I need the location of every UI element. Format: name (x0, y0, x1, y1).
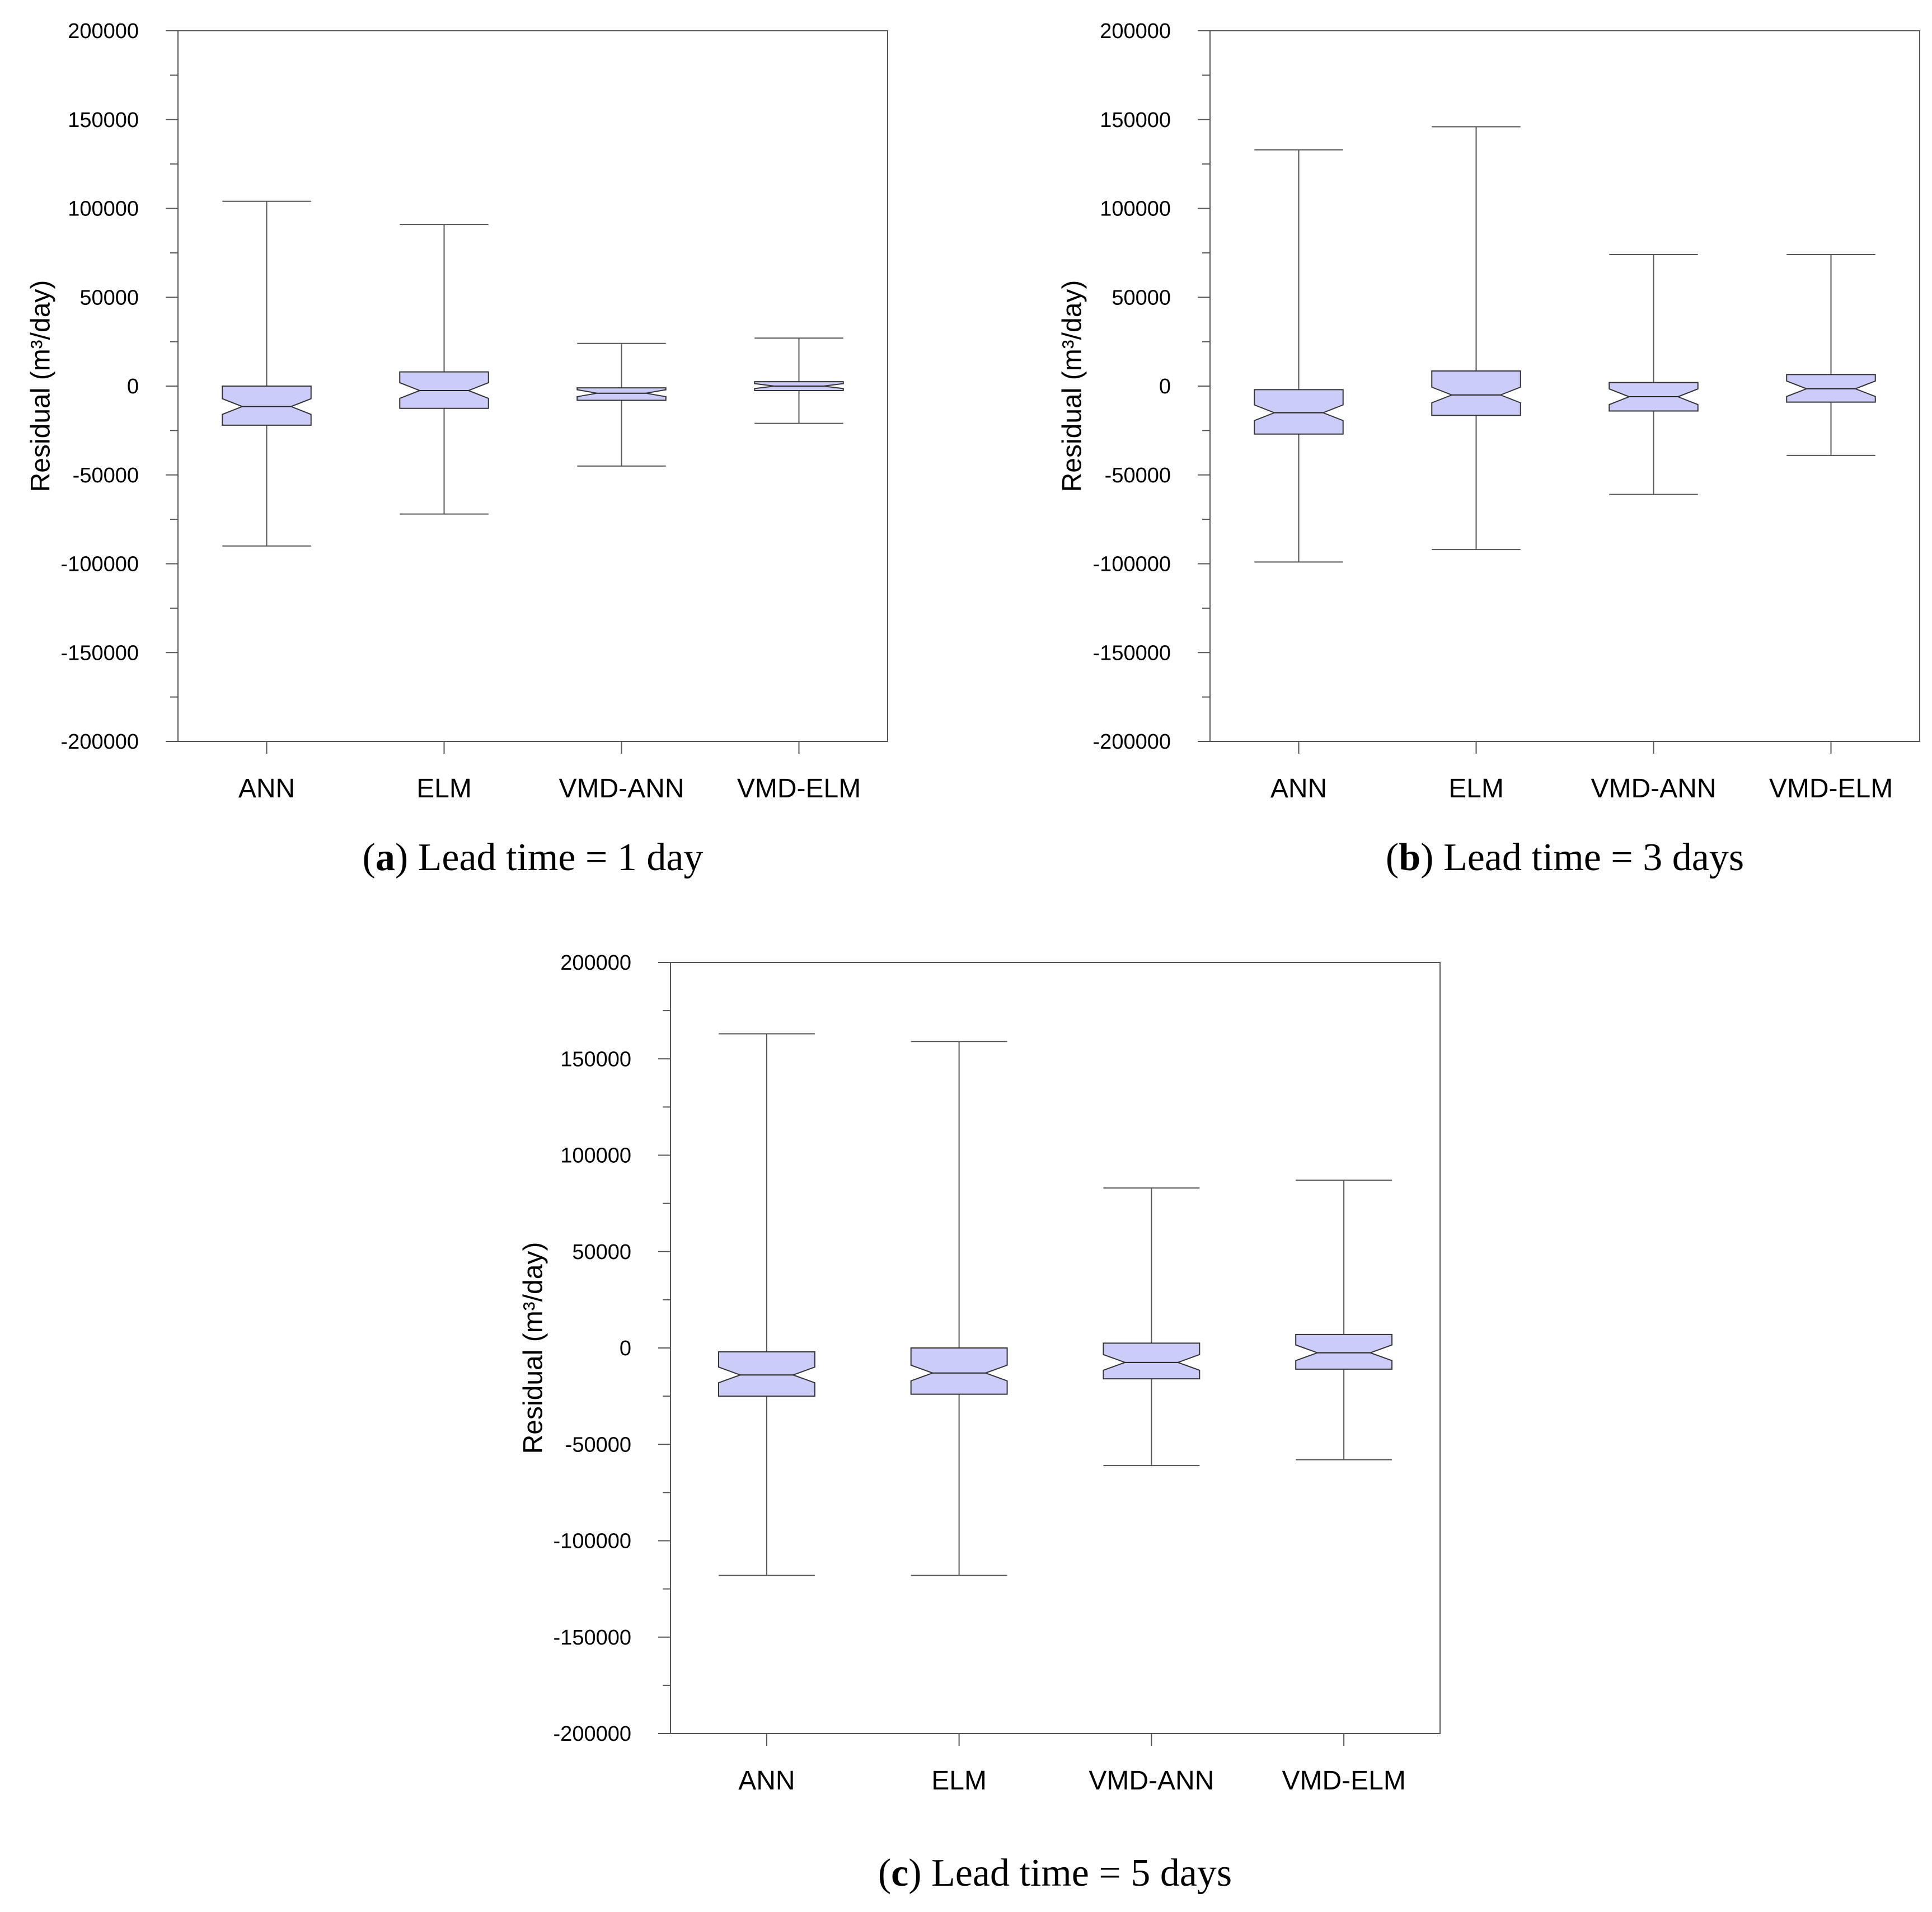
caption-paren-open: ( (878, 1852, 891, 1895)
box-iqr (718, 1351, 815, 1397)
y-tick-label: -100000 (61, 553, 139, 576)
x-category-label: ANN (738, 1766, 795, 1796)
box-iqr (1431, 370, 1521, 416)
box-iqr (1103, 1342, 1201, 1380)
boxplot-elm (399, 224, 489, 515)
boxplot-vmd-elm (1295, 1180, 1393, 1460)
y-tick-label: 0 (1159, 375, 1171, 398)
y-axis-label: Residual (m³/day) (519, 1242, 548, 1454)
box-iqr (576, 387, 667, 401)
y-tick-label: -50000 (1105, 464, 1171, 487)
y-tick-label: 50000 (79, 286, 139, 309)
y-tick-label: 0 (127, 375, 139, 398)
y-tick-label: 100000 (560, 1144, 631, 1168)
boxplot-elm (910, 1041, 1008, 1576)
box-iqr (1254, 389, 1344, 435)
x-category-label: VMD-ANN (559, 774, 684, 804)
caption-text: ) Lead time = 1 day (395, 836, 704, 879)
chart-panel-b: 200000 150000 100000 50000 0 -50000 -100000 -15… (1058, 20, 1920, 879)
x-category-label: ELM (1448, 774, 1504, 804)
boxplot-ann (718, 1033, 815, 1576)
caption-text: ) Lead time = 5 days (908, 1852, 1232, 1895)
boxplot-vmd-ann (1103, 1187, 1201, 1467)
boxplot-vmd-ann (576, 342, 667, 467)
boxplot-vmd-elm (754, 337, 844, 424)
y-tick-label: -50000 (565, 1433, 631, 1457)
x-category-label: VMD-ELM (737, 774, 861, 804)
boxplot-ann (222, 200, 312, 547)
y-tick-label: 150000 (560, 1047, 631, 1071)
x-category-label: VMD-ANN (1591, 774, 1717, 804)
panel-caption: (b) Lead time = 3 days (1386, 836, 1744, 879)
panel-caption: (a) Lead time = 1 day (363, 836, 704, 879)
y-tick-label: 200000 (560, 951, 631, 975)
y-tick-label: -100000 (554, 1530, 631, 1553)
caption-paren-open: ( (363, 836, 376, 879)
x-category-label: ELM (931, 1766, 987, 1796)
box-iqr (910, 1347, 1008, 1395)
x-category-label: ELM (416, 774, 472, 804)
x-category-label: VMD-ANN (1089, 1766, 1214, 1796)
box-iqr (222, 386, 312, 426)
x-category-label: ANN (1270, 774, 1327, 804)
y-tick-label: -200000 (61, 730, 139, 754)
y-tick-label: 0 (620, 1337, 631, 1360)
boxplot-elm (1431, 126, 1521, 551)
caption-letter: c (891, 1852, 908, 1895)
panel-caption: (c) Lead time = 5 days (878, 1852, 1232, 1895)
box-iqr (1295, 1333, 1393, 1370)
y-tick-label: -50000 (73, 464, 139, 487)
chart-panel-a: 200000 150000 100000 50000 0 -50000 -100000 -15… (26, 20, 888, 879)
y-tick-label: 50000 (572, 1241, 631, 1264)
y-tick-label: -150000 (554, 1626, 631, 1650)
caption-letter: a (376, 836, 395, 879)
y-tick-label: 100000 (1100, 198, 1171, 221)
chart-panel-c: 200000 150000 100000 50000 0 -50000 -100000 -15… (519, 951, 1441, 1895)
caption-text: ) Lead time = 3 days (1420, 836, 1744, 879)
y-axis-label: Residual (m³/day) (1058, 280, 1087, 492)
boxplot-ann (1254, 149, 1344, 563)
y-tick-label: 150000 (1100, 109, 1171, 132)
y-axis-label: Residual (m³/day) (26, 280, 56, 492)
y-tick-label: 200000 (1100, 20, 1171, 43)
caption-paren-open: ( (1386, 836, 1399, 879)
y-tick-label: 150000 (68, 109, 139, 132)
boxplot-vmd-elm (1786, 254, 1876, 456)
y-tick-label: -150000 (61, 641, 139, 665)
y-tick-label: -200000 (554, 1722, 631, 1746)
y-tick-label: -150000 (1093, 641, 1171, 665)
y-tick-label: 200000 (68, 20, 139, 43)
y-tick-label: 100000 (68, 198, 139, 221)
x-category-label: VMD-ELM (1282, 1766, 1405, 1796)
y-tick-label: 50000 (1112, 286, 1171, 309)
y-tick-label: -100000 (1093, 553, 1171, 576)
boxplot-vmd-ann (1609, 254, 1699, 495)
y-tick-label: -200000 (1093, 730, 1171, 754)
x-category-label: ANN (238, 774, 295, 804)
caption-letter: b (1399, 836, 1420, 879)
x-category-label: VMD-ELM (1769, 774, 1893, 804)
